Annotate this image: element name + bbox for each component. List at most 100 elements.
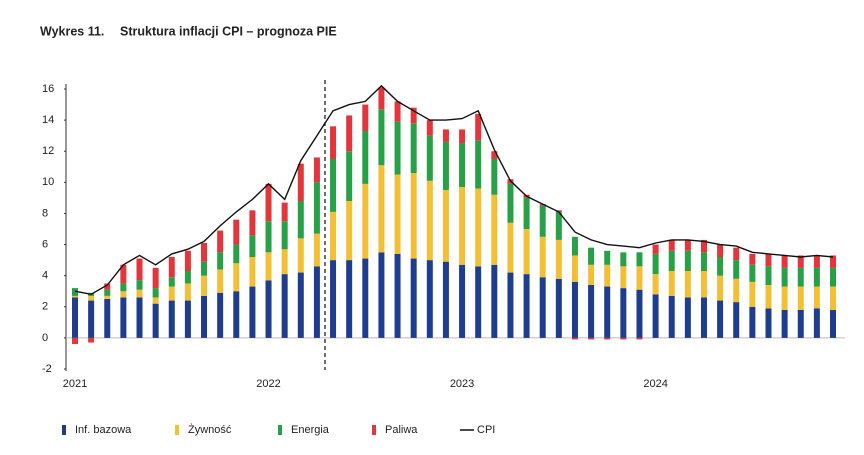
- bar-segment: [797, 267, 804, 287]
- bar-segment: [104, 283, 111, 290]
- bar-segment: [233, 263, 240, 292]
- bar-segment: [265, 183, 272, 222]
- bar-segment: [700, 297, 707, 338]
- bar-segment: [88, 300, 95, 338]
- bar-segment: [378, 252, 385, 338]
- bar-segment: [830, 286, 836, 310]
- bar-segment: [765, 308, 772, 338]
- y-tick-label: 10: [42, 176, 54, 188]
- bar-segment: [249, 235, 256, 257]
- bar-segment: [555, 278, 562, 338]
- bar-segment: [378, 109, 385, 166]
- bar-segment: [604, 337, 611, 340]
- bar-segment: [636, 266, 643, 290]
- bar-segment: [555, 239, 562, 279]
- bar-segment: [700, 271, 707, 298]
- bar-segment: [733, 247, 740, 261]
- bar-segment: [346, 201, 353, 261]
- bar-segment: [717, 300, 724, 338]
- bar-segment: [104, 295, 111, 299]
- y-tick-label: 14: [42, 114, 54, 126]
- bar-segment: [539, 236, 546, 278]
- bar-segment: [604, 250, 611, 265]
- bar-segment: [652, 274, 659, 295]
- bar-segment: [168, 257, 175, 278]
- y-tick-label: 2: [42, 301, 48, 313]
- bar-segment: [539, 204, 546, 206]
- bar-segment: [249, 257, 256, 287]
- bar-segment: [265, 221, 272, 253]
- bar-segment: [620, 337, 627, 340]
- bar-segment: [684, 271, 691, 298]
- bar-segment: [781, 255, 788, 268]
- y-tick-label: 12: [42, 145, 54, 157]
- bar-segment: [152, 303, 159, 338]
- bar-segment: [604, 286, 611, 338]
- bar-segment: [442, 190, 449, 262]
- bar-segment: [475, 113, 482, 141]
- bar-segment: [475, 266, 482, 338]
- bar-segment: [330, 260, 337, 338]
- bar-segment: [830, 255, 836, 268]
- bar-segment: [442, 261, 449, 338]
- y-tick-label: 4: [42, 270, 48, 282]
- bar-segment: [797, 309, 804, 338]
- bar-segment: [700, 252, 707, 271]
- bar-segment: [104, 299, 111, 338]
- bar-segment: [410, 173, 417, 259]
- bar-segment: [168, 286, 175, 301]
- bar-segment: [813, 267, 820, 287]
- bar-segment: [410, 123, 417, 173]
- bar-segment: [588, 285, 595, 338]
- bar-segment: [72, 337, 78, 345]
- bar-segment: [620, 288, 627, 338]
- bar-segment: [152, 297, 159, 304]
- bar-segment: [588, 247, 595, 265]
- bar-segment: [297, 201, 304, 239]
- legend-swatch: [278, 425, 282, 435]
- bar-segment: [201, 295, 208, 338]
- bar-segment: [781, 309, 788, 338]
- bar-segment: [733, 278, 740, 303]
- chart-title: Struktura inflacji CPI – prognoza PIE: [120, 24, 337, 38]
- bar-segment: [217, 252, 224, 270]
- bar-segment: [136, 289, 143, 298]
- x-tick-label: 2024: [643, 378, 667, 390]
- x-tick-label: 2023: [450, 378, 474, 390]
- bar-segment: [120, 291, 127, 298]
- bar-segment: [571, 337, 578, 340]
- bar-segment: [72, 295, 78, 298]
- bar-segment: [749, 253, 756, 265]
- bar-segment: [152, 288, 159, 298]
- bar-segment: [120, 264, 127, 284]
- bar-segment: [313, 266, 320, 338]
- bar-segment: [830, 309, 836, 338]
- bar-segment: [636, 252, 643, 267]
- bar-segment: [410, 258, 417, 338]
- legend-label: Energia: [291, 424, 330, 436]
- bar-segment: [184, 271, 191, 284]
- bar-segment: [636, 337, 643, 340]
- bar-segment: [362, 104, 369, 131]
- bar-segment: [281, 249, 288, 275]
- bar-segment: [346, 115, 353, 152]
- bar-segment: [652, 294, 659, 338]
- bar-segment: [168, 300, 175, 338]
- legend-swatch: [175, 425, 179, 435]
- bar-segment: [233, 291, 240, 338]
- bar-segment: [378, 165, 385, 253]
- bar-segment: [588, 337, 595, 340]
- chart-label: Wykres 11.: [40, 24, 104, 38]
- bar-segment: [781, 286, 788, 310]
- bar-segment: [120, 283, 127, 292]
- bar-segment: [668, 271, 675, 296]
- bar-segment: [733, 260, 740, 279]
- legend-swatch: [372, 425, 376, 435]
- x-tick-label: 2021: [63, 378, 87, 390]
- bar-segment: [539, 205, 546, 237]
- legend-label: Żywność: [188, 423, 232, 436]
- bar-segment: [555, 211, 562, 240]
- bar-segment: [233, 219, 240, 245]
- bar-segment: [507, 222, 514, 273]
